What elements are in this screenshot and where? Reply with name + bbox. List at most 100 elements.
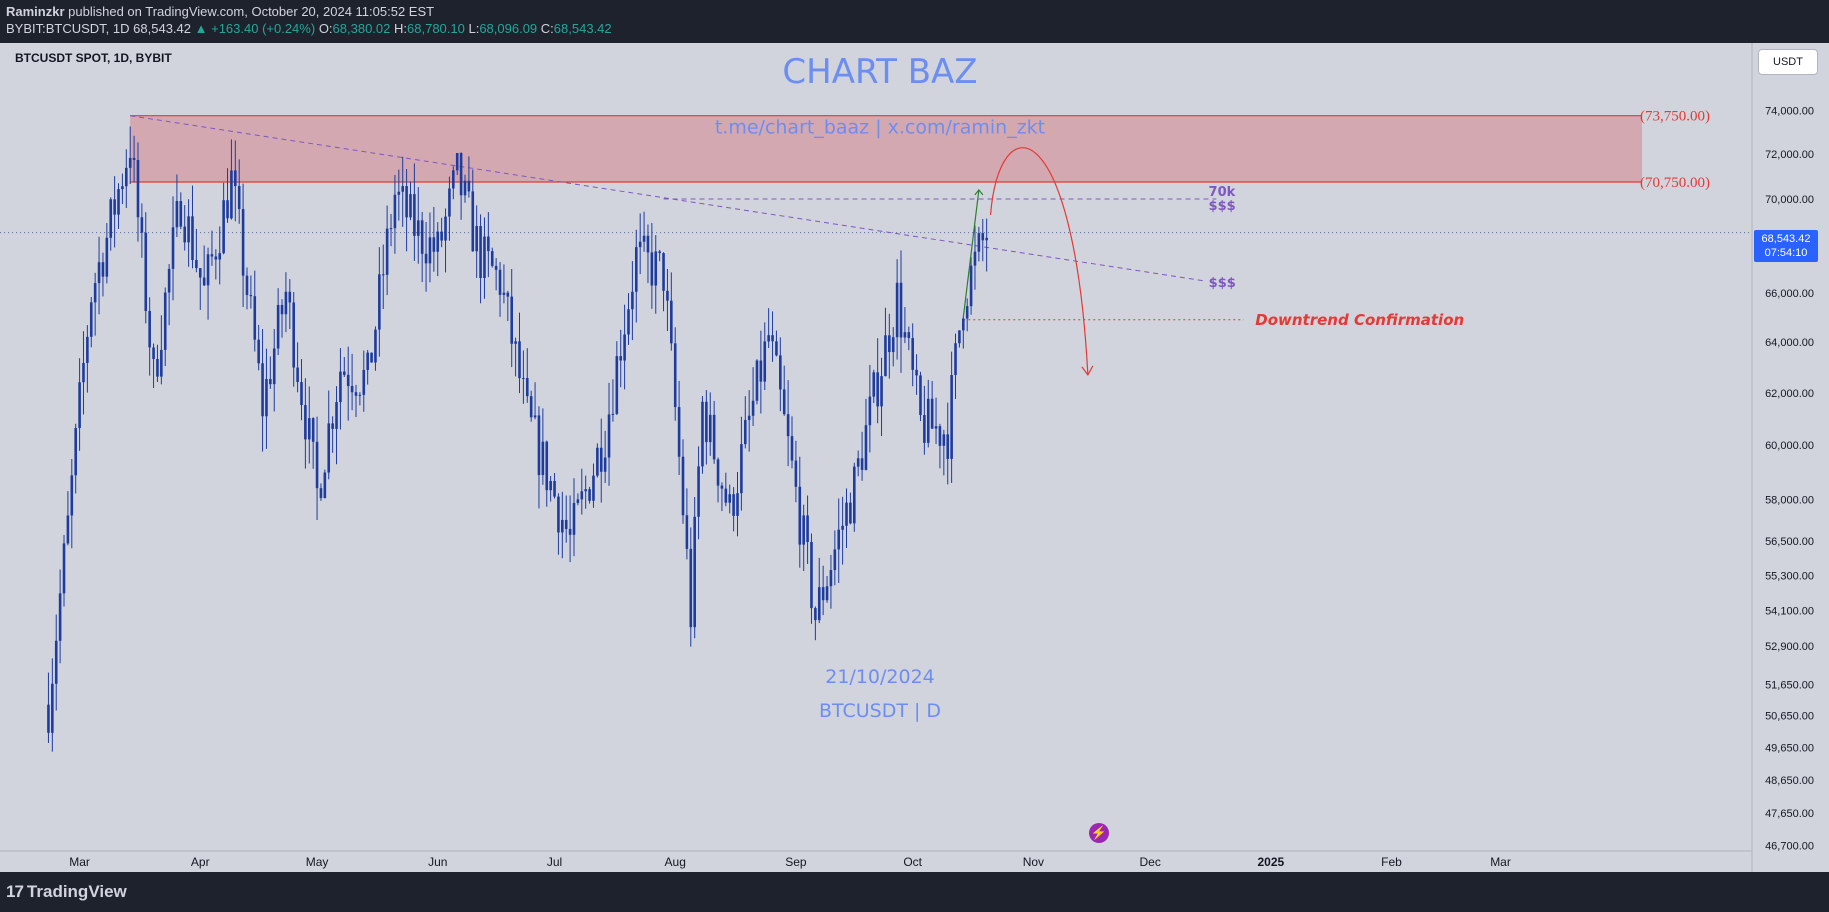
candle-body bbox=[923, 415, 926, 443]
candle-body bbox=[257, 339, 260, 364]
zone-top-label: (73,750.00) bbox=[1640, 109, 1710, 125]
watermark-title: CHART BAZ bbox=[782, 52, 977, 92]
candle-body bbox=[572, 502, 576, 535]
open-value: 68,380.02 bbox=[332, 21, 391, 36]
publisher-line: Raminzkr published on TradingView.com, O… bbox=[6, 4, 434, 19]
candle-body bbox=[319, 488, 323, 499]
x-tick-label: Feb bbox=[1381, 855, 1402, 869]
candle-body bbox=[728, 494, 732, 503]
y-tick-label: 66,000.00 bbox=[1765, 288, 1814, 300]
candle-body bbox=[389, 228, 393, 230]
candle-body bbox=[856, 458, 860, 467]
candle-body bbox=[829, 570, 833, 587]
candle-body bbox=[705, 401, 708, 443]
candle-body bbox=[54, 640, 58, 684]
candle-body bbox=[942, 434, 946, 446]
liquidity-label-top: $$$ bbox=[1209, 199, 1236, 214]
candle-body bbox=[561, 519, 564, 533]
candle-body bbox=[662, 253, 665, 291]
candle-body bbox=[860, 458, 864, 470]
symbol-title: BTCUSDT SPOT, 1D, BYBIT bbox=[15, 51, 172, 65]
candle-body bbox=[849, 502, 852, 524]
candle-body bbox=[658, 251, 661, 254]
candle-body bbox=[455, 153, 459, 171]
candle-body bbox=[222, 200, 225, 254]
candle-body bbox=[946, 434, 950, 459]
candle-body bbox=[888, 335, 891, 353]
x-tick-label: Nov bbox=[1023, 855, 1044, 869]
candle-body bbox=[272, 348, 276, 385]
candle-body bbox=[599, 447, 603, 472]
candle-body bbox=[288, 291, 292, 303]
candle-body bbox=[490, 251, 494, 266]
candle-body bbox=[545, 441, 549, 491]
candle-body bbox=[307, 418, 311, 440]
last-price-value: 68,543.42 bbox=[1761, 233, 1811, 245]
candle-body bbox=[969, 265, 973, 307]
candle-body bbox=[284, 291, 288, 315]
candle-body bbox=[915, 369, 918, 376]
candle-body bbox=[280, 304, 284, 315]
candle-body bbox=[786, 414, 790, 437]
open-label: O: bbox=[318, 21, 333, 36]
y-tick-label: 74,000.00 bbox=[1765, 105, 1814, 117]
candle-body bbox=[323, 472, 327, 499]
high-label: H: bbox=[394, 21, 408, 36]
candle-body bbox=[950, 375, 953, 459]
candle-body bbox=[218, 253, 222, 260]
tradingview-logo[interactable]: 17 TradingView bbox=[6, 882, 127, 902]
candle-body bbox=[798, 486, 802, 545]
candle-body bbox=[837, 529, 841, 550]
candle-body bbox=[891, 337, 895, 353]
resistance-zone bbox=[130, 115, 1642, 183]
candle-body bbox=[833, 549, 837, 571]
candle-body bbox=[549, 481, 552, 491]
candle-body bbox=[522, 377, 525, 379]
y-tick-label: 52,900.00 bbox=[1765, 641, 1814, 653]
candle-body bbox=[771, 335, 774, 342]
candle-body bbox=[354, 392, 358, 396]
chart-canvas[interactable]: 76,000.0074,000.0072,000.0070,000.0068,0… bbox=[0, 43, 1829, 872]
candle-body bbox=[627, 309, 630, 335]
high-value: 68,780.10 bbox=[407, 21, 465, 36]
candle-body bbox=[366, 352, 369, 370]
candle-body bbox=[759, 360, 763, 382]
candle-body bbox=[821, 587, 825, 601]
y-tick-label: 72,000.00 bbox=[1765, 149, 1814, 161]
candle-body bbox=[350, 386, 354, 393]
candle-body bbox=[187, 216, 190, 243]
candle-body bbox=[790, 436, 794, 461]
candle-body bbox=[463, 180, 467, 196]
candle-body bbox=[179, 201, 183, 227]
candle-body bbox=[868, 396, 872, 426]
y-tick-label: 50,650.00 bbox=[1765, 711, 1814, 723]
candle-body bbox=[479, 226, 482, 279]
candle-body bbox=[101, 262, 105, 277]
chart-pane[interactable]: 76,000.0074,000.0072,000.0070,000.0068,0… bbox=[0, 43, 1829, 872]
candle-body bbox=[385, 228, 389, 275]
lightning-icon[interactable]: ⚡ bbox=[1089, 823, 1109, 843]
candle-body bbox=[872, 372, 876, 397]
candle-body bbox=[109, 199, 113, 238]
candle-body bbox=[195, 260, 198, 269]
candle-body bbox=[51, 683, 54, 733]
candle-body bbox=[89, 302, 93, 337]
candle-body bbox=[416, 220, 420, 236]
close-value: 68,543.42 bbox=[553, 21, 612, 36]
candle-body bbox=[596, 447, 599, 476]
candle-body bbox=[269, 378, 272, 385]
candle-body bbox=[226, 200, 229, 219]
candle-body bbox=[926, 398, 930, 443]
candle-body bbox=[619, 356, 623, 361]
candle-body bbox=[144, 232, 148, 311]
publication-header: Raminzkr published on TradingView.com, O… bbox=[0, 0, 1829, 43]
author-name[interactable]: Raminzkr bbox=[6, 4, 65, 19]
candle-body bbox=[615, 356, 619, 414]
candle-body bbox=[230, 170, 233, 219]
candle-body bbox=[117, 189, 120, 215]
candle-body bbox=[755, 360, 759, 401]
candle-body bbox=[852, 466, 856, 524]
currency-button[interactable]: USDT bbox=[1758, 49, 1818, 75]
candle-body bbox=[611, 413, 615, 415]
y-tick-label: 60,000.00 bbox=[1765, 440, 1814, 452]
